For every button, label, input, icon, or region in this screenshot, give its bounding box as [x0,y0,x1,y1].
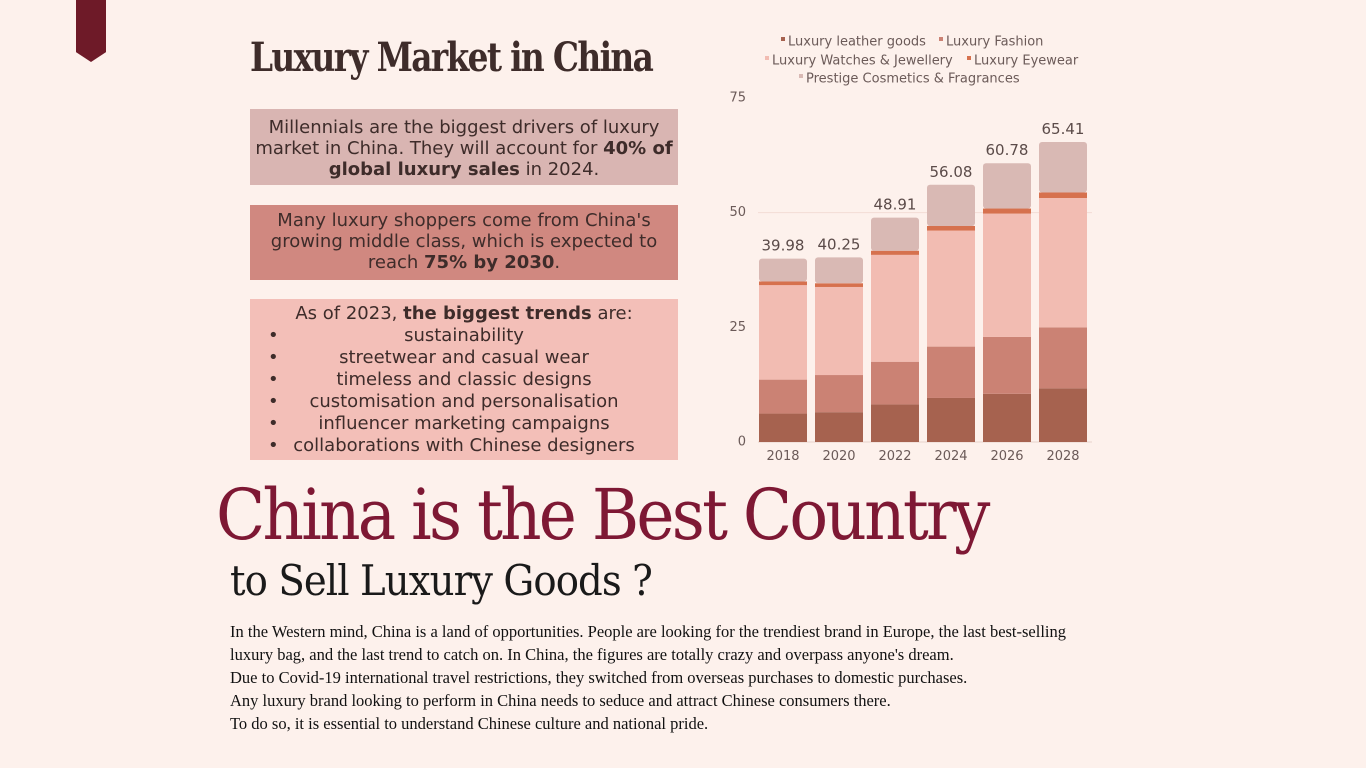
bar-segment [759,281,807,286]
legend-label: Prestige Cosmetics & Fragrances [806,72,1020,87]
legend-swatch [781,37,785,41]
box1-text: Millennials are the biggest drivers of l… [255,117,660,159]
bar-total-label: 39.98 [762,237,805,255]
bar-segment [759,285,807,380]
legend-swatch [799,74,803,78]
box1-text-end: in 2024. [519,159,600,180]
trend-item: sustainability [250,325,678,347]
bar-segment [983,213,1031,337]
legend-swatch [939,37,943,41]
paragraph-line: Any luxury brand looking to perform in C… [230,691,891,710]
legend-label: Luxury Watches & Jewellery [772,54,953,69]
x-tick-label: 2020 [822,449,855,464]
bar-total-label: 48.91 [874,196,917,214]
box2-bold: 75% by 2030 [424,252,555,273]
legend-swatch [967,56,971,60]
bar-segment [871,217,919,251]
bar-segment [871,404,919,442]
x-tick-label: 2022 [878,449,911,464]
page-headline: China is the Best Country [216,474,990,556]
bar-segment [927,346,975,398]
trend-item: influencer marketing campaigns [250,413,678,435]
millennials-info-box: Millennials are the biggest drivers of l… [250,109,678,185]
x-tick-label: 2026 [990,449,1023,464]
bar-segment [815,283,863,287]
x-tick-label: 2018 [766,449,799,464]
y-tick-label: 50 [729,205,746,220]
bar-total-label: 65.41 [1042,120,1085,138]
bar-segment [1039,388,1087,442]
bar-segment [927,184,975,226]
middle-class-info-box: Many luxury shoppers come from China's g… [250,205,678,280]
infographic-title: Luxury Market in China [250,34,654,81]
box3-text-end: are: [591,303,633,324]
bar-segment [1039,197,1087,328]
bar-segment [871,254,919,362]
legend-label: Luxury leather goods [788,35,926,50]
x-tick-label: 2028 [1046,449,1079,464]
legend-label: Luxury Eyewear [974,54,1079,69]
bar-segment [927,225,975,231]
bar-segment [815,375,863,413]
trend-item: customisation and personalisation [250,391,678,413]
bar-segment [1039,192,1087,198]
bar-total-label: 56.08 [930,163,973,181]
bookmark-ribbon [76,0,106,62]
body-paragraph: In the Western mind, China is a land of … [230,620,1110,735]
paragraph-line: In the Western mind, China is a land of … [230,622,1067,664]
bar-segment [759,413,807,442]
paragraph-line: To do so, it is essential to understand … [230,714,709,733]
box3-bold: the biggest trends [403,303,592,324]
x-tick-label: 2024 [934,449,967,464]
bar-total-label: 40.25 [818,235,861,253]
y-tick-label: 0 [738,435,746,450]
trends-heading: As of 2023, the biggest trends are: [250,303,678,324]
page-subheadline: to Sell Luxury Goods ? [230,556,653,605]
box2-text: Many luxury shoppers come from China's g… [270,210,658,273]
legend-label: Luxury Fashion [946,35,1043,50]
bar-segment [1039,327,1087,389]
trends-info-box: As of 2023, the biggest trends are: sust… [250,299,678,460]
bar-segment [759,379,807,414]
legend-swatch [765,56,769,60]
trends-list: sustainability streetwear and casual wea… [250,325,678,457]
bar-segment [983,393,1031,442]
box1-bold: 40% of global luxury sales [328,138,673,180]
box2-text-end: . [554,252,561,273]
trend-item: collaborations with Chinese designers [250,435,678,457]
bar-segment [983,208,1031,214]
bar-segment [871,250,919,255]
paragraph-line: Due to Covid-19 international travel res… [230,668,968,687]
bar-segment [815,412,863,442]
bar-segment [927,397,975,442]
bar-segment [983,163,1031,209]
bar-segment [927,230,975,347]
bar-segment [871,361,919,405]
bar-segment [1039,141,1087,193]
bar-segment [759,258,807,282]
y-tick-label: 75 [729,91,746,106]
stacked-bar-chart: Luxury leather goods Luxury Fashion Luxury… [729,35,1092,464]
box3-text: As of 2023, [295,303,404,324]
bar-segment [815,286,863,376]
y-tick-label: 25 [729,320,746,335]
trend-item: timeless and classic designs [250,369,678,391]
trend-item: streetwear and casual wear [250,347,678,369]
bar-segment [815,257,863,284]
bar-total-label: 60.78 [986,141,1029,159]
bar-segment [983,336,1031,394]
